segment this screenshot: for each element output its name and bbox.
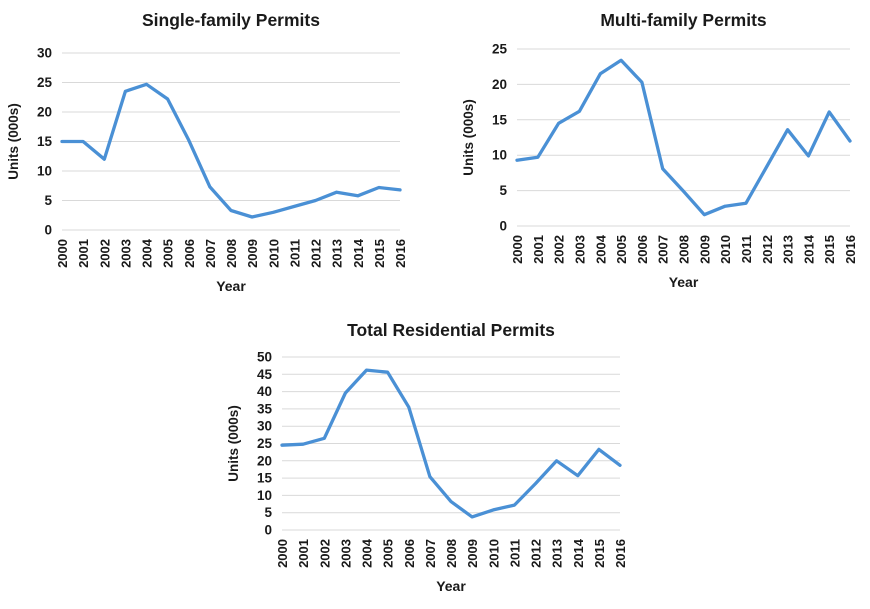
x-tick-label: 2014 <box>571 538 586 568</box>
line-series <box>60 82 402 219</box>
x-tick-label: 2005 <box>614 235 629 264</box>
x-tick-label: 2015 <box>822 235 837 264</box>
y-tick-label: 15 <box>37 134 53 149</box>
chart-title: Multi-family Permits <box>600 10 767 30</box>
x-tick-label: 2004 <box>593 234 608 264</box>
x-tick-label: 2000 <box>510 235 525 264</box>
y-tick-label: 10 <box>37 164 52 179</box>
x-tick-label: 2013 <box>550 539 565 568</box>
x-tick-label: 2003 <box>118 239 133 268</box>
x-tick-label: 2010 <box>486 539 501 568</box>
x-axis-label: Year <box>436 578 466 594</box>
x-tick-label: 2010 <box>266 239 281 268</box>
y-tick-label: 25 <box>492 42 508 57</box>
y-tick-label: 45 <box>257 367 273 382</box>
x-tick-label: 2012 <box>529 539 544 568</box>
x-tick-label: 2005 <box>381 539 396 568</box>
x-tick-label: 2008 <box>444 539 459 568</box>
x-tick-label: 2003 <box>338 539 353 568</box>
total-residential-permits-chart: 0 5 10 15 20 25 30 35 40 45 50 2000 2001 2002 2003 2004… <box>200 310 670 609</box>
x-tick-label: 2016 <box>393 239 408 268</box>
single-family-permits-chart: 0 5 10 15 20 25 30 2000 2001 2002 2003 2004 2005 2006… <box>0 0 435 300</box>
x-tick-label: 2015 <box>372 239 387 268</box>
y-tick-label: 5 <box>44 193 52 208</box>
y-tick-label: 0 <box>499 219 507 234</box>
x-tick-label: 2011 <box>507 539 522 567</box>
x-tick-label: 2013 <box>330 239 345 268</box>
y-tick-label: 30 <box>37 46 52 61</box>
x-tick-label: 2009 <box>245 239 260 268</box>
x-tick-label: 2006 <box>635 235 650 264</box>
x-tick-label: 2013 <box>781 235 796 264</box>
x-tick-label: 2004 <box>140 238 155 268</box>
x-tick-label: 2002 <box>97 239 112 268</box>
x-tick-label: 2002 <box>317 539 332 568</box>
x-axis-label: Year <box>216 278 246 294</box>
y-axis-label: Units (000s) <box>226 405 241 482</box>
multi-family-permits-chart: 0 5 10 15 20 25 2000 2001 2002 2003 2004 2005 2006 20… <box>435 0 870 300</box>
x-tick-label: 2014 <box>351 238 366 268</box>
chart-title: Total Residential Permits <box>347 320 555 340</box>
x-tick-label: 2011 <box>287 239 302 267</box>
x-tick-label: 2016 <box>843 235 858 264</box>
x-tick-label: 2016 <box>613 539 628 568</box>
y-tick-label: 10 <box>257 488 272 503</box>
x-tick-label: 2012 <box>760 235 775 264</box>
line-series <box>515 58 852 217</box>
x-axis-label: Year <box>669 274 699 290</box>
x-tick-label: 2007 <box>423 539 438 568</box>
x-tick-label: 2006 <box>182 239 197 268</box>
x-tick-label: 2008 <box>224 239 239 268</box>
y-tick-label: 20 <box>257 453 272 468</box>
x-tick-label: 2011 <box>739 235 754 263</box>
total-residential-chart-canvas: 0 5 10 15 20 25 30 35 40 45 50 2000 2001 2002 2003 2004… <box>226 320 628 594</box>
chart-title: Single-family Permits <box>142 10 320 30</box>
x-tick-label: 2004 <box>360 538 375 568</box>
x-tick-label: 2007 <box>203 239 218 268</box>
y-tick-label: 35 <box>257 401 273 416</box>
x-tick-label: 2001 <box>76 239 91 268</box>
y-axis-label: Units (000s) <box>6 103 21 180</box>
x-tick-label: 2009 <box>697 235 712 264</box>
x-tick-label: 2000 <box>275 539 290 568</box>
x-tick-label: 2010 <box>718 235 733 264</box>
y-tick-label: 30 <box>257 419 272 434</box>
y-tick-label: 5 <box>499 183 507 198</box>
x-tick-label: 2000 <box>55 239 70 268</box>
y-tick-label: 25 <box>257 436 273 451</box>
x-tick-label: 2014 <box>801 234 816 264</box>
multi-family-chart-canvas: 0 5 10 15 20 25 2000 2001 2002 2003 2004 2005 2006 20… <box>461 10 858 290</box>
x-tick-label: 2007 <box>656 235 671 264</box>
x-tick-label: 2003 <box>572 235 587 264</box>
x-tick-label: 2008 <box>677 235 692 264</box>
y-tick-label: 20 <box>492 77 507 92</box>
x-tick-label: 2002 <box>552 235 567 264</box>
x-tick-label: 2015 <box>592 539 607 568</box>
y-tick-label: 25 <box>37 75 53 90</box>
x-tick-label: 2009 <box>465 539 480 568</box>
y-tick-label: 10 <box>492 148 507 163</box>
y-tick-label: 0 <box>44 223 52 238</box>
x-tick-label: 2012 <box>309 239 324 268</box>
x-tick-label: 2001 <box>531 235 546 264</box>
y-tick-label: 0 <box>264 523 272 538</box>
x-tick-label: 2005 <box>161 239 176 268</box>
y-tick-label: 40 <box>257 384 272 399</box>
y-tick-label: 5 <box>264 505 272 520</box>
single-family-chart-canvas: 0 5 10 15 20 25 30 2000 2001 2002 2003 2004 2005 2006… <box>6 10 408 294</box>
line-series <box>280 368 622 519</box>
x-tick-label: 2001 <box>296 539 311 568</box>
y-axis-label: Units (000s) <box>461 99 476 176</box>
x-tick-label: 2006 <box>402 539 417 568</box>
y-tick-label: 50 <box>257 350 272 365</box>
y-tick-label: 15 <box>257 471 273 486</box>
y-tick-label: 15 <box>492 112 508 127</box>
y-tick-label: 20 <box>37 105 52 120</box>
